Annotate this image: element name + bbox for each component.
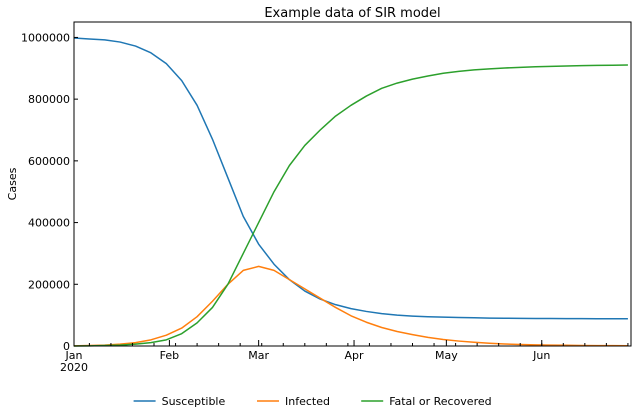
x-tick-label: Jan (65, 349, 83, 362)
x-tick-label: Feb (160, 349, 179, 362)
series-line-fatal-or-recovered (73, 64, 628, 347)
x-tick-year-label: 2020 (60, 361, 88, 374)
y-tick-label: 0 (63, 340, 70, 353)
chart-title: Example data of SIR model (264, 6, 440, 21)
legend-label: Susceptible (162, 395, 226, 408)
x-tick-label: Mar (248, 349, 269, 362)
y-tick-label: 400000 (28, 217, 70, 230)
legend-label: Fatal or Recovered (389, 395, 491, 408)
legend-item: Infected (257, 395, 330, 408)
legend-item: Fatal or Recovered (361, 395, 492, 408)
y-tick-label: 800000 (28, 93, 70, 106)
x-tick-label: May (435, 349, 458, 362)
legend-item: Susceptible (133, 395, 226, 408)
y-tick-label: 600000 (28, 155, 70, 168)
legend: Susceptible Infected Fatal or Recovered (133, 395, 492, 408)
plot-frame (73, 21, 632, 347)
legend-label: Infected (285, 395, 330, 408)
y-axis-label: Cases (6, 167, 19, 200)
x-tick-label: Apr (345, 349, 365, 362)
y-tick-label: 200000 (28, 278, 70, 291)
y-tick-label: 1000000 (21, 31, 70, 44)
series-line-susceptible (73, 37, 628, 320)
plot-area (73, 37, 628, 347)
series-line-infected (73, 265, 628, 347)
x-tick-label: Jun (532, 349, 550, 362)
